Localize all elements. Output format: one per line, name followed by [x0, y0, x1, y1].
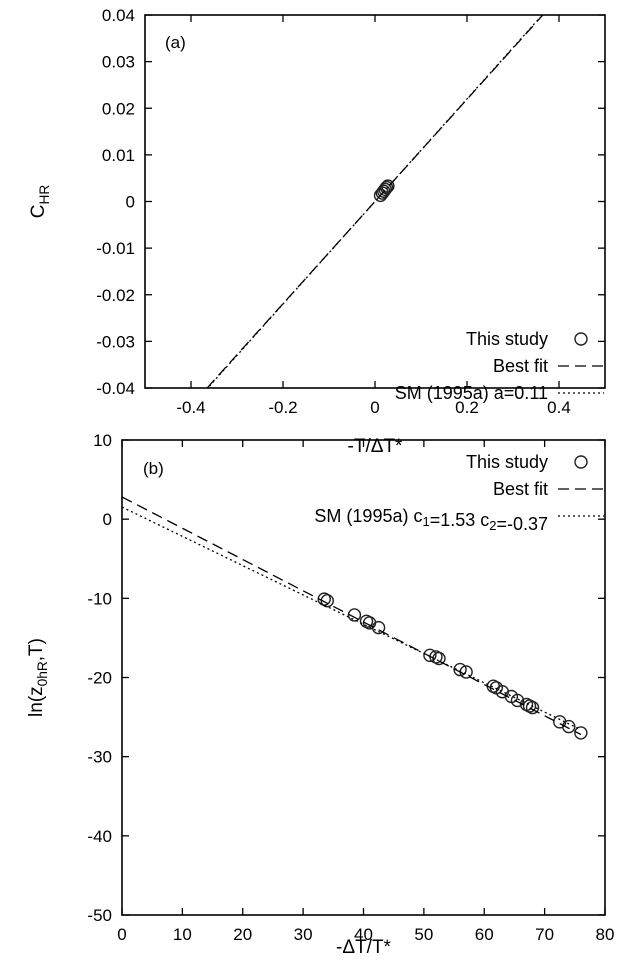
panel-a-ytick-label: -0.04 — [96, 379, 135, 398]
panel-a-label: (a) — [165, 33, 186, 52]
panel-a-xtick-label: -0.2 — [268, 398, 297, 417]
panel-b-y-axis-label: ln(z0hR,T) — [26, 638, 50, 717]
panel-b-data-point — [423, 648, 437, 663]
panel-b-ytick-label: 10 — [93, 431, 112, 450]
panel-b-ytick-label: -50 — [87, 906, 112, 925]
panel-a-ytick-label: 0.02 — [102, 99, 135, 118]
panel-a-xtick-label: -0.4 — [176, 398, 205, 417]
panel-b-data-point — [510, 693, 525, 708]
panel-a-legend-label: This study — [466, 329, 548, 349]
panel-a-data-point — [379, 180, 394, 195]
panel-b-xtick-label: 70 — [535, 925, 554, 944]
panel-b-xtick-label: 50 — [414, 925, 433, 944]
panel-b-ytick-label: -10 — [87, 589, 112, 608]
panel-a-xtick-label: 0.4 — [547, 398, 571, 417]
panel-a-legend-label: SM (1995a) a=0.11 — [395, 383, 548, 403]
panel-b-xtick-label: 30 — [294, 925, 313, 944]
panel-a-ytick-label: -0.03 — [96, 332, 135, 351]
panel-b-ytick-label: -30 — [87, 748, 112, 767]
panel-b-xtick-label: 80 — [596, 925, 615, 944]
panel-a-ytick-label: 0.03 — [102, 53, 135, 72]
panel-b-series-dashed-line — [122, 496, 582, 736]
panel-b-ytick-label: 0 — [103, 510, 112, 529]
panel-a-ytick-label: 0 — [126, 193, 135, 212]
panel-a-legend-label: Best fit — [493, 356, 548, 376]
panel-b-data-point — [525, 700, 540, 715]
panel-a-data-point — [378, 182, 392, 197]
panel-a-ytick-label: 0.04 — [102, 6, 135, 25]
panel-a-xtick-label: 0 — [370, 398, 379, 417]
panel-b-legend-marker — [574, 455, 588, 469]
panel-a-data-point — [381, 179, 395, 193]
panel-b-xtick-label: 40 — [354, 925, 373, 944]
panel-a-x-axis-label: -T/ΔT* — [348, 436, 404, 457]
panel-b-label: (b) — [143, 459, 164, 478]
panel-b-ytick-label: -20 — [87, 669, 112, 688]
panel-b-x-axis-label: -ΔT/T* — [336, 937, 392, 958]
panel-b-xtick-label: 0 — [117, 925, 126, 944]
panel-b-legend-label: SM (1995a) c1=1.53 c2=-0.37 — [314, 506, 548, 534]
panel-b-ytick-label: -40 — [87, 827, 112, 846]
panel-b-data-point — [574, 726, 588, 740]
panel-a-y-axis-label: CHR — [28, 185, 52, 219]
panel-b-data-point — [562, 719, 576, 734]
panel-b-legend-label: This study — [466, 452, 548, 472]
panel-a-ytick-label: 0.01 — [102, 146, 135, 165]
panel-b-data-point — [371, 620, 386, 635]
panel-b-legend-label: Best fit — [493, 479, 548, 499]
panel-b-xtick-label: 10 — [173, 925, 192, 944]
panel-a-xtick-label: 0.2 — [455, 398, 479, 417]
panel-a-ytick-label: -0.02 — [96, 286, 135, 305]
panel-a-legend-marker — [574, 332, 588, 346]
panel-b-series-dotted-line — [122, 506, 582, 731]
panel-a-ytick-label: -0.01 — [96, 239, 135, 258]
panel-b-xtick-label: 60 — [475, 925, 494, 944]
panel-b-data-point — [347, 608, 362, 622]
panel-b-xtick-label: 20 — [233, 925, 252, 944]
